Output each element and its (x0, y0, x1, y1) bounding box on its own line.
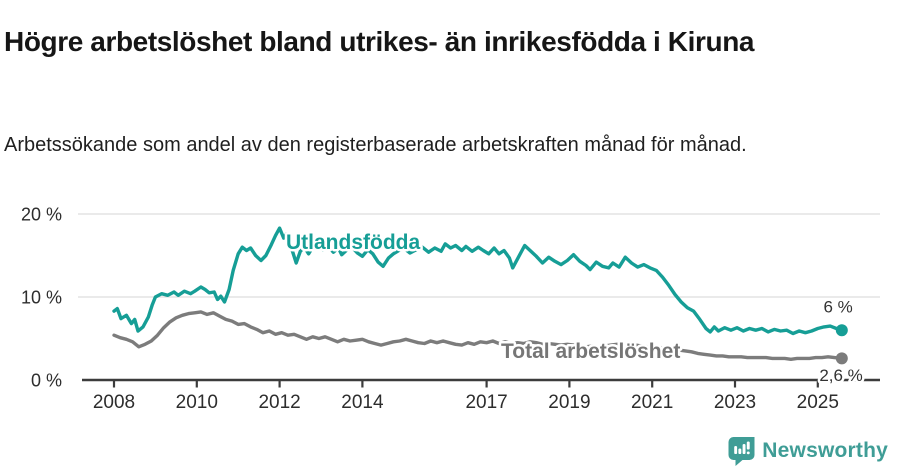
x-tick-label-2021: 2021 (631, 392, 673, 413)
x-tick-label-2017: 2017 (465, 392, 507, 413)
series-end-dot-0 (835, 324, 848, 337)
chart-subtitle: Arbetssökande som andel av den registerb… (4, 134, 747, 156)
series-line-0 (112, 226, 844, 336)
series-end-dot-1 (835, 352, 848, 365)
x-tick-label-2012: 2012 (258, 392, 300, 413)
x-tick-label-2025: 2025 (797, 392, 839, 413)
series-label-0: Utlandsfödda (286, 231, 420, 254)
series-end-label-1: 2,6 % (819, 366, 862, 385)
series-end-label-0: 6 % (824, 298, 853, 317)
unemployment-line-chart: 0 % 10 % 20 % 2008 2010 2012 2014 2017 2019 2021 2… (21, 205, 880, 413)
page-title: Högre arbetslöshet bland utrikes- än inr… (4, 25, 755, 57)
series-line-1 (112, 310, 844, 362)
series-label-1: Total arbetslöshet (501, 340, 680, 363)
bar-chart-speech-bubble-icon (728, 437, 755, 466)
y-tick-label-20: 20 % (21, 205, 62, 225)
x-tick-label-2019: 2019 (548, 392, 590, 413)
x-tick-label-2023: 2023 (714, 392, 756, 413)
x-tick-label-2014: 2014 (341, 392, 384, 413)
newsworthy-logo[interactable]: Newsworthy (728, 435, 888, 466)
x-tick-label-2008: 2008 (93, 392, 135, 413)
x-tick-label-2010: 2010 (176, 392, 218, 413)
y-tick-label-0: 0 % (31, 371, 62, 391)
newsworthy-brand-text: Newsworthy (762, 438, 888, 462)
y-tick-label-10: 10 % (21, 288, 62, 308)
